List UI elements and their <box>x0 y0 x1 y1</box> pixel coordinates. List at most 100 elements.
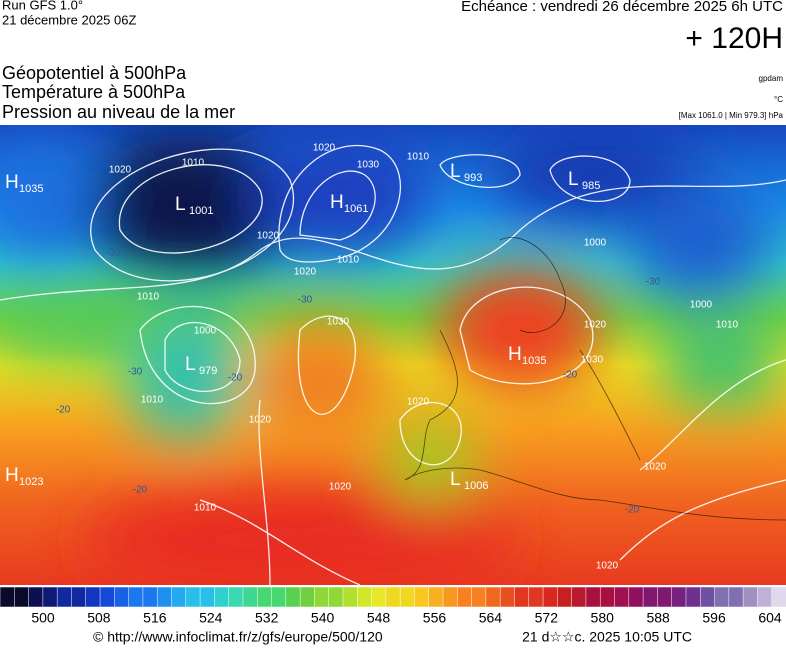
contour-label: 1020 <box>294 267 317 278</box>
unit: gpdam <box>759 74 784 83</box>
colorbar-cell <box>728 586 744 608</box>
colorbar-cell <box>457 586 473 608</box>
colorbar-label: 564 <box>479 610 503 626</box>
pressure-center-type: L <box>450 469 461 490</box>
contour-label: 1020 <box>644 462 667 473</box>
colorbar-cell <box>771 586 786 608</box>
contour-label: 1020 <box>407 397 430 408</box>
colorbar-cell <box>514 586 530 608</box>
pressure-center-type: H <box>5 172 19 193</box>
colorbar-cell <box>42 586 58 608</box>
colorbar-cell <box>199 586 216 608</box>
colorbar-label: 532 <box>255 610 279 626</box>
colorbar-cell <box>485 586 501 608</box>
colorbar-cell <box>700 586 716 608</box>
contour-label: 1030 <box>581 355 604 366</box>
colorbar-cell <box>314 586 330 608</box>
colorbar-cell <box>371 586 387 608</box>
colorbar-label: 524 <box>199 610 223 626</box>
colorbar-cell <box>385 586 401 608</box>
colorbar-cell <box>357 586 373 608</box>
contour-label: -20 <box>228 373 243 384</box>
colorbar-label: 588 <box>646 610 670 626</box>
contour-label: 1010 <box>194 503 217 514</box>
colorbar-cell <box>571 586 587 608</box>
colorbar-cell <box>442 586 459 608</box>
colorbar-cell <box>214 586 230 608</box>
colorbar-cell <box>114 586 130 608</box>
colorbar-cell <box>242 586 258 608</box>
contour-label: 1020 <box>596 561 619 572</box>
colorbar-cell <box>0 586 16 608</box>
colorbar-cell <box>557 586 573 608</box>
colorbar-cell <box>142 586 158 608</box>
contour-label: 1030 <box>327 317 350 328</box>
contour-label: -20 <box>56 405 71 416</box>
colorbar-cell <box>271 586 287 608</box>
contour-label: 1020 <box>109 165 132 176</box>
colorbar-cell <box>299 586 316 608</box>
colorbar-cell <box>585 586 601 608</box>
pressure-center-type: L <box>450 161 461 182</box>
pressure-center-type: H <box>508 344 522 365</box>
contour-label: 1010 <box>137 292 160 303</box>
colorbar-cell <box>414 586 430 608</box>
pressure-center-value: 1035 <box>522 355 546 367</box>
contour-label: -20 <box>563 370 578 381</box>
generated-time: 21 d☆☆c. 2025 10:05 UTC <box>522 629 692 645</box>
source-link[interactable]: © http://www.infoclimat.fr/z/gfs/europe/… <box>93 629 383 645</box>
contour-label: 1020 <box>313 143 336 154</box>
pressure-center-type: H <box>5 465 19 486</box>
pressure-center-type: L <box>568 169 579 190</box>
contour-label: 1020 <box>257 231 280 242</box>
contour-label: -20 <box>133 485 148 496</box>
pressure-center-type: L <box>175 194 186 215</box>
contour-label: 1010 <box>141 395 164 406</box>
contour-label: 1000 <box>584 238 607 249</box>
colorbar-cell <box>56 586 73 608</box>
colorbar-label: 516 <box>143 610 167 626</box>
contour-label: 1010 <box>337 255 360 266</box>
colorbar-cell <box>156 586 173 608</box>
colorbar-cell <box>228 586 244 608</box>
unit: °C <box>774 95 783 104</box>
pressure-center-type: H <box>330 192 344 213</box>
contour-label: 1030 <box>357 160 380 171</box>
map-field <box>0 125 786 585</box>
colorbar-label: 500 <box>31 610 55 626</box>
contour-label: 1020 <box>329 482 352 493</box>
colorbar-cell <box>471 586 487 608</box>
colorbar-label: 548 <box>367 610 391 626</box>
field-name: Température à 500hPa <box>2 82 186 102</box>
unit: [Max 1061.0 | Min 979.3] hPa <box>679 111 784 120</box>
colorbar-cell <box>671 586 687 608</box>
colorbar-cell <box>528 586 544 608</box>
field-name: Pression au niveau de la mer <box>2 102 235 122</box>
colorbar-cell <box>628 586 644 608</box>
colorbar-cell <box>657 586 673 608</box>
pressure-center-value: 993 <box>464 172 482 184</box>
colorbar-label: 556 <box>423 610 447 626</box>
colorbar-label: 604 <box>758 610 782 626</box>
pressure-center-value: 1001 <box>189 205 213 217</box>
colorbar-cell <box>614 586 630 608</box>
colorbar-cell <box>642 586 659 608</box>
contour-label: -30 <box>106 248 121 259</box>
colorbar-label: 540 <box>311 610 335 626</box>
pressure-center-type: L <box>185 354 196 375</box>
colorbar-cell <box>399 586 416 608</box>
colorbar-cell <box>71 586 87 608</box>
field-name: Géopotentiel à 500hPa <box>2 63 187 83</box>
contour-label: -30 <box>298 295 313 306</box>
colorbar-cell <box>28 586 44 608</box>
colorbar-cell <box>328 586 344 608</box>
colorbar-label: 596 <box>702 610 726 626</box>
pressure-center-value: 985 <box>582 180 600 192</box>
pressure-center-value: 1035 <box>19 183 43 195</box>
contour-label: 1020 <box>249 415 272 426</box>
colorbar-cell <box>685 586 702 608</box>
colorbar-cell <box>185 586 201 608</box>
